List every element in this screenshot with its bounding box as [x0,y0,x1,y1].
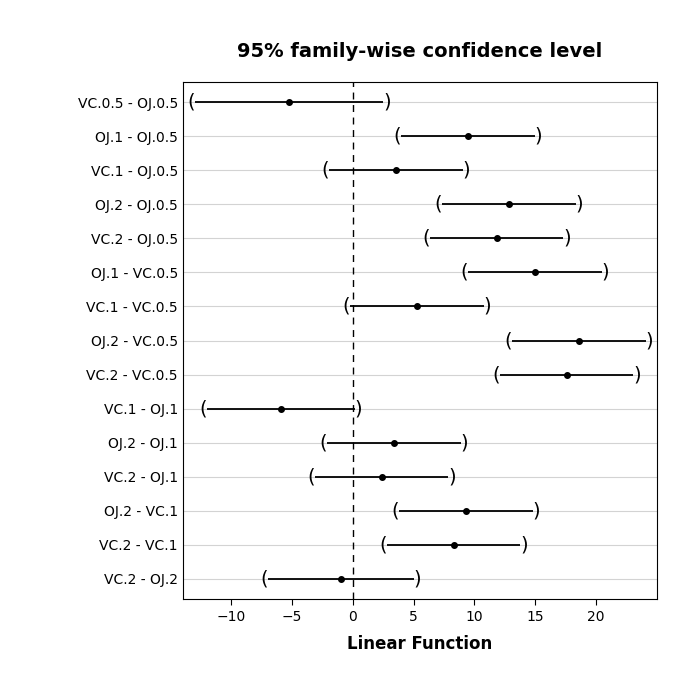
Title: 95% family-wise confidence level: 95% family-wise confidence level [237,42,603,61]
Text: (: ( [460,263,468,282]
Text: ): ) [533,501,540,520]
Text: ): ) [575,195,584,214]
Text: (: ( [307,467,315,486]
Text: (: ( [393,127,401,146]
Text: ): ) [355,399,362,418]
Text: ): ) [463,161,471,180]
Text: (: ( [343,297,350,316]
Text: (: ( [504,331,512,350]
Text: ): ) [460,433,468,452]
Text: (: ( [261,569,268,588]
Text: (: ( [200,399,207,418]
Text: ): ) [535,127,542,146]
Text: (: ( [188,93,195,112]
Text: (: ( [492,365,500,384]
Text: (: ( [391,501,399,520]
Text: ): ) [521,535,528,554]
Text: ): ) [414,569,421,588]
Text: (: ( [320,433,327,452]
Text: ): ) [483,297,491,316]
Text: ): ) [383,93,391,112]
Text: ): ) [448,467,456,486]
Text: (: ( [422,229,430,248]
Text: (: ( [322,161,329,180]
Text: (: ( [379,535,387,554]
Text: ): ) [634,365,641,384]
Text: ): ) [602,263,609,282]
Text: ): ) [645,331,653,350]
Text: (: ( [435,195,442,214]
X-axis label: Linear Function: Linear Function [347,635,492,653]
Text: ): ) [563,229,571,248]
